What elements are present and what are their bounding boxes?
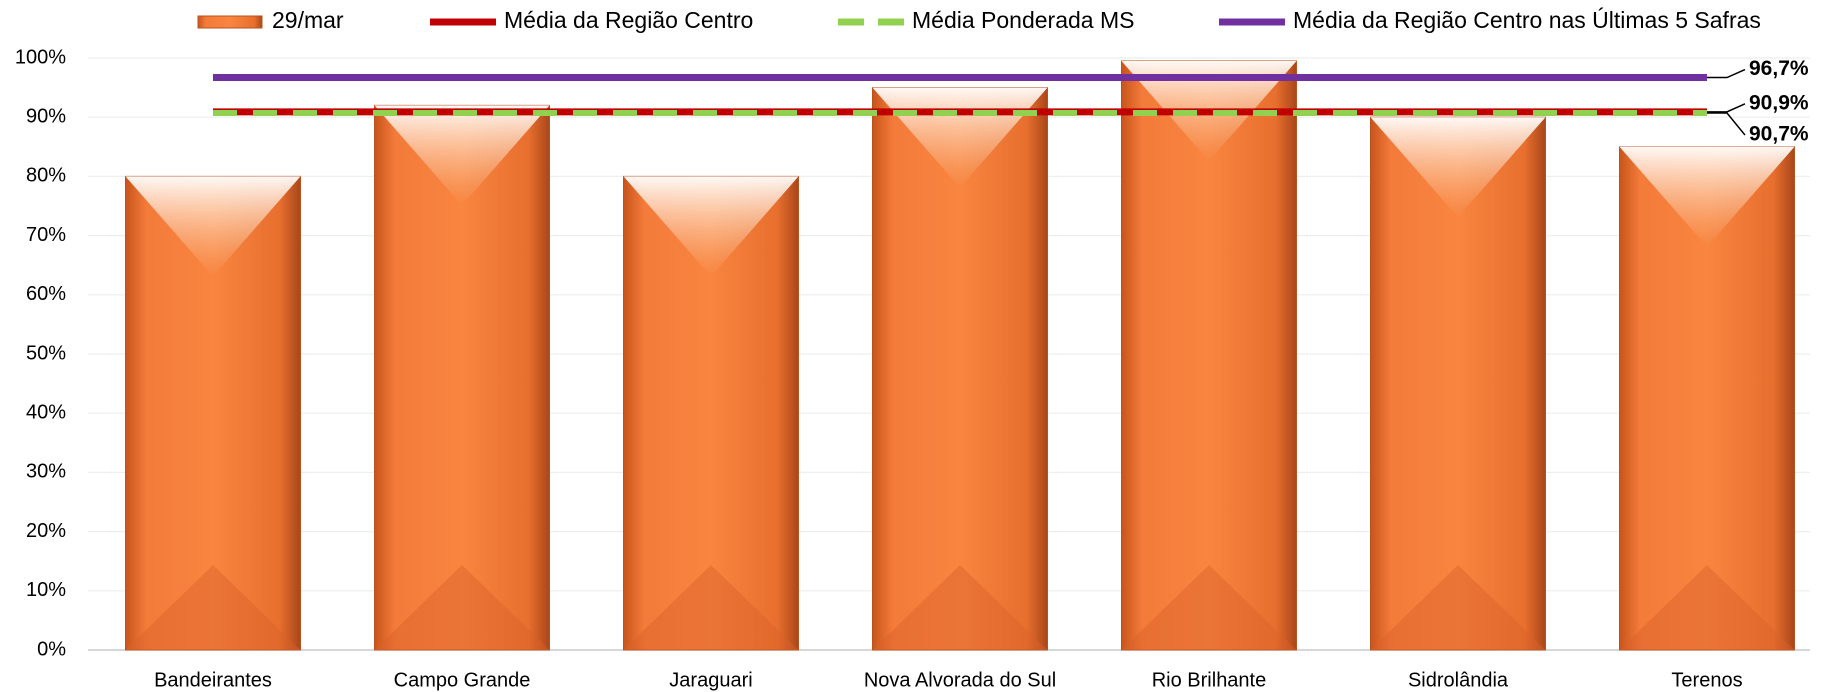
x-tick-label: Bandeirantes: [154, 669, 272, 691]
x-tick-label: Terenos: [1671, 669, 1742, 691]
bar-highlight: [1370, 117, 1546, 218]
legend-label: Média da Região Centro nas Últimas 5 Saf…: [1293, 7, 1761, 33]
legend-label: 29/mar: [272, 7, 344, 33]
bar-shade: [1370, 565, 1546, 650]
y-tick-label: 50%: [26, 342, 66, 364]
legend-swatch: [197, 15, 263, 29]
y-tick-label: 70%: [26, 224, 66, 246]
label-leader: [1707, 112, 1746, 136]
bar-highlight: [125, 176, 301, 277]
data-label: 90,7%: [1749, 123, 1809, 146]
y-tick-label: 80%: [26, 165, 66, 187]
y-tick-label: 20%: [26, 520, 66, 542]
bar-shade: [374, 565, 550, 650]
label-leader: [1707, 68, 1746, 79]
bar-shade: [872, 565, 1048, 650]
data-label: 90,9%: [1749, 91, 1809, 114]
bar-highlight: [623, 176, 799, 277]
bar-shade: [623, 565, 799, 650]
bar-shade: [125, 565, 301, 650]
bar-highlight: [374, 105, 550, 206]
y-tick-label: 90%: [26, 105, 66, 127]
x-tick-label: Rio Brilhante: [1152, 669, 1267, 691]
x-tick-label: Nova Alvorada do Sul: [864, 669, 1056, 691]
x-tick-label: Sidrolândia: [1408, 669, 1509, 691]
y-tick-label: 0%: [37, 638, 66, 660]
bar-highlight: [1619, 146, 1795, 247]
y-tick-label: 40%: [26, 401, 66, 423]
bar-shade: [1121, 565, 1297, 650]
label-leader: [1707, 103, 1746, 113]
legend-label: Média Ponderada MS: [912, 7, 1134, 33]
x-tick-label: Jaraguari: [669, 669, 752, 691]
y-tick-label: 10%: [26, 579, 66, 601]
x-tick-label: Campo Grande: [394, 669, 531, 691]
data-label: 96,7%: [1749, 57, 1809, 80]
y-tick-label: 30%: [26, 461, 66, 483]
bar-shade: [1619, 565, 1795, 650]
y-tick-label: 60%: [26, 283, 66, 305]
y-tick-label: 100%: [15, 46, 66, 68]
legend-label: Média da Região Centro: [504, 7, 753, 33]
